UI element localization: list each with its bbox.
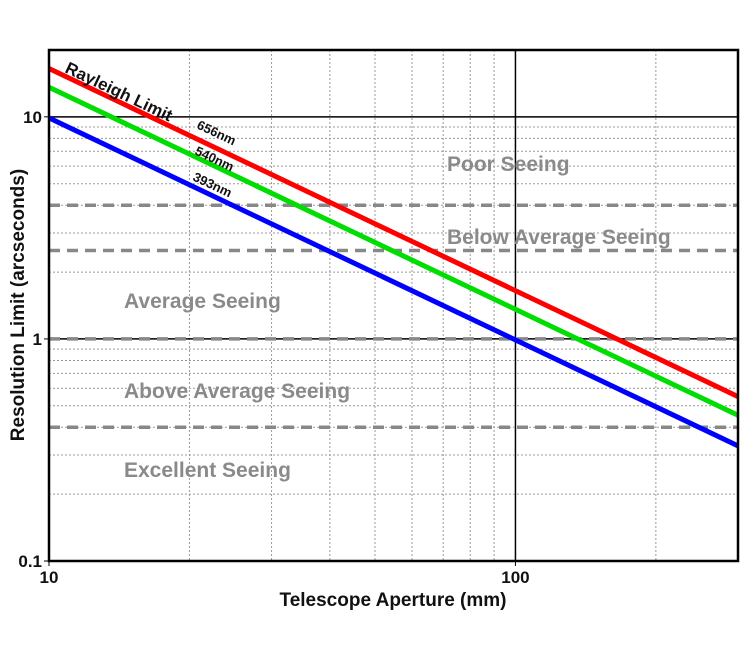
plot-frame [47, 48, 740, 563]
y-tick-label: 10 [23, 108, 42, 127]
y-tick-label: 0.1 [18, 552, 42, 571]
zone-label: Average Seeing [124, 290, 281, 313]
x-tick-label: 10 [40, 568, 59, 587]
series-line-393nm [47, 115, 740, 449]
zone-label: Below Average Seeing [447, 226, 671, 249]
y-axis-label: Resolution Limit (arcseconds) [8, 169, 29, 441]
zone-label: Excellent Seeing [124, 459, 291, 482]
x-tick-label: 100 [501, 568, 529, 587]
rayleigh-limit-label: Rayleigh Limit [62, 58, 175, 125]
series-line-656nm [47, 66, 740, 399]
ticks: 10 100 0.1 1 10 [18, 108, 529, 587]
x-axis-label: Telescope Aperture (mm) [280, 590, 507, 611]
seeing-zones: Poor Seeing Below Average Seeing Average S… [124, 153, 671, 482]
y-tick-label: 1 [33, 330, 42, 349]
zone-label: Poor Seeing [447, 153, 570, 176]
series-line-540nm [47, 84, 740, 418]
zone-label: Above Average Seeing [124, 380, 350, 403]
